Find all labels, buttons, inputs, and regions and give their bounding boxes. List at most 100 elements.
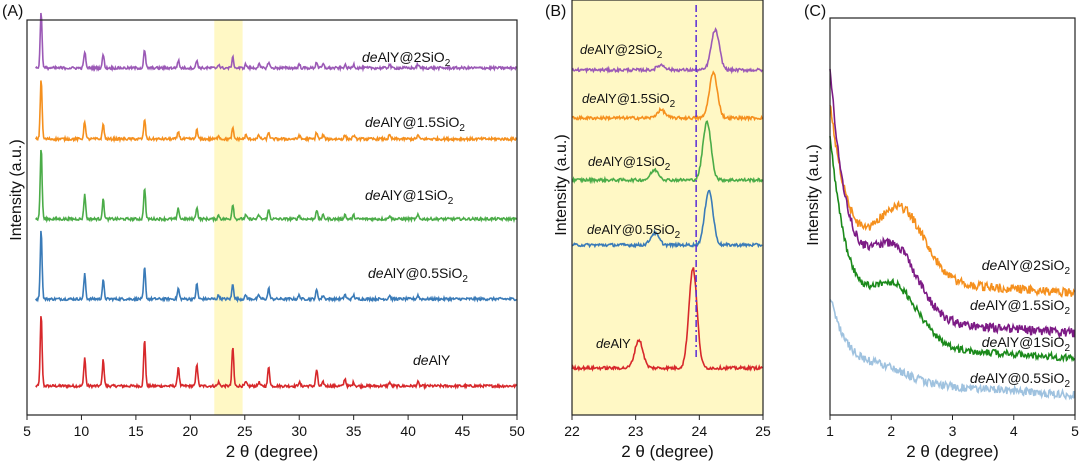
series-line-b [571,267,763,372]
label-main-part: AlY [429,352,451,368]
series-label-a: deAlY@1.5SiO2 [365,114,465,134]
series-line-c [829,136,1076,363]
series-label-c: deAlY@1.5SiO2 [970,297,1070,317]
x-tick-label: 22 [564,423,580,439]
x-tick-label: 24 [692,423,708,439]
panel-label-a: (A) [2,3,23,20]
label-main-part: AlY@1SiO [602,154,664,169]
highlight-band [214,20,243,415]
x-tick-label: 25 [237,423,253,439]
label-subscript: 2 [445,58,451,69]
series-line-a [35,12,517,73]
series-label-a: deAlY@1SiO2 [365,187,454,207]
x-tick-label: 5 [23,423,31,439]
series-label-b: deAlY@1SiO2 [588,154,671,173]
label-main-part: AlY@1SiO [997,334,1064,350]
series-label-a: deAlY@2SiO2 [362,49,451,69]
x-tick-label: 5 [1071,423,1079,439]
series-line-c [829,104,1076,298]
label-main-part: AlY@2SiO [378,49,445,65]
label-italic-part: de [982,334,998,350]
x-tick-label: 2 [887,423,895,439]
label-subscript: 2 [657,50,663,61]
series-line-a [35,149,518,224]
series-line-b [571,120,763,185]
series-line-a [35,316,518,391]
series-label-b: deAlY@2SiO2 [580,42,663,61]
label-italic-part: de [588,154,602,169]
label-main-part: AlY@2SiO [997,257,1064,273]
panel-b-frame [571,0,764,416]
label-italic-part: de [587,222,601,237]
label-italic-part: de [582,91,596,106]
label-subscript: 2 [1064,266,1070,277]
panel-label-b: (B) [545,3,566,20]
y-axis-title-b: Intensity (a.u.) [553,134,570,235]
label-subscript: 2 [670,99,676,110]
label-main-part: AlY@2SiO [594,42,656,57]
label-italic-part: de [982,257,998,273]
label-main-part: AlY@1.5SiO [596,91,669,106]
y-axis-title-c: Intensity (a.u.) [805,144,822,245]
x-tick-label: 40 [400,423,416,439]
label-subscript: 2 [1064,306,1070,317]
label-italic-part: de [970,370,986,386]
label-main-part: AlY@1.5SiO [381,114,460,130]
y-axis-title-a: Intensity (a.u.) [8,139,25,240]
series-label-a: deAlY [413,352,451,368]
series-label-b: deAlY@1.5SiO2 [582,91,676,110]
label-italic-part: de [362,49,378,65]
x-tick-label: 50 [509,423,525,439]
label-main-part: AlY@0.5SiO [601,222,674,237]
x-tick-label: 35 [346,423,362,439]
x-axis-title-a: 2 θ (degree) [226,442,319,461]
x-axis-title-b: 2 θ (degree) [621,442,714,461]
label-subscript: 2 [459,123,465,134]
label-italic-part: de [596,336,610,351]
label-main-part: AlY@0.5SiO [986,370,1065,386]
x-tick-label: 25 [755,423,771,439]
series-label-c: deAlY@1SiO2 [982,334,1071,354]
panel-a-frame [26,19,518,416]
series-line-a [35,230,517,304]
x-tick-label: 3 [949,423,957,439]
label-subscript: 2 [675,230,681,241]
label-main-part: AlY@0.5SiO [384,265,463,281]
label-subscript: 2 [665,162,671,173]
label-italic-part: de [413,352,429,368]
series-line-c [829,68,1076,339]
label-main-part: AlY@1.5SiO [986,297,1065,313]
series-label-a: deAlY@0.5SiO2 [368,265,468,285]
series-line-c [829,299,1076,401]
panel-b-background [572,0,763,415]
label-main-part: AlY@1SiO [381,187,448,203]
x-tick-label: 23 [628,423,644,439]
panel-label-c: (C) [804,3,826,20]
label-subscript: 2 [1064,343,1070,354]
x-tick-label: 30 [291,423,307,439]
label-italic-part: de [970,297,986,313]
label-subscript: 2 [462,274,468,285]
label-subscript: 2 [1064,379,1070,390]
x-tick-label: 1 [826,423,834,439]
series-line-b [571,26,763,75]
label-italic-part: de [365,114,381,130]
series-label-c: deAlY@0.5SiO2 [970,370,1070,390]
series-label-b: deAlY@0.5SiO2 [587,222,681,241]
series-line-b [571,70,763,123]
x-tick-label: 15 [128,423,144,439]
x-tick-label: 4 [1010,423,1018,439]
label-italic-part: de [368,265,384,281]
x-tick-label: 45 [455,423,471,439]
label-italic-part: de [365,187,381,203]
series-label-b: deAlY [596,336,631,351]
series-label-c: deAlY@2SiO2 [982,257,1071,277]
x-tick-label: 10 [74,423,90,439]
label-italic-part: de [580,42,594,57]
label-subscript: 2 [448,196,454,207]
label-main-part: AlY [610,336,631,351]
x-tick-label: 20 [183,423,199,439]
series-line-b [571,189,763,249]
x-axis-title-c: 2 θ (degree) [906,442,999,461]
